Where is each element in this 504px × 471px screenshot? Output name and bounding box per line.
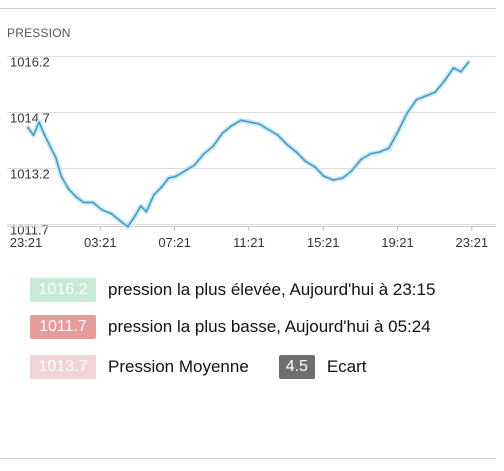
series-line	[27, 61, 470, 228]
data-point	[378, 151, 381, 153]
y-tick-label: 1016.2	[10, 55, 50, 70]
data-point	[313, 166, 316, 168]
spread-value-badge: 4.5	[278, 355, 315, 379]
average-value-badge: 1013.7	[30, 355, 96, 379]
high-label: pression la plus élevée, Aujourd'hui à 2…	[108, 280, 436, 299]
data-point	[467, 61, 470, 64]
data-point	[167, 177, 170, 180]
data-point	[75, 195, 77, 198]
spread-group: 4.5 Ecart	[278, 355, 367, 379]
x-tick-label: 07:21	[158, 235, 191, 250]
data-point	[127, 225, 129, 228]
data-point	[184, 169, 187, 172]
data-point	[286, 143, 288, 146]
data-point	[221, 132, 224, 135]
data-point	[434, 91, 436, 94]
data-point	[82, 201, 85, 204]
data-point	[54, 156, 57, 159]
stat-row-high: 1016.2 pression la plus élevée, Aujourd'…	[30, 278, 435, 302]
data-point	[160, 186, 163, 189]
data-point	[110, 212, 113, 215]
data-point	[27, 126, 29, 129]
chart-title: PRESSION	[7, 26, 71, 40]
data-point	[67, 188, 70, 191]
data-point	[332, 179, 335, 181]
data-point	[239, 119, 242, 122]
average-label: Pression Moyenne	[108, 357, 249, 376]
x-tick-label: 23:21	[456, 235, 489, 250]
top-divider	[0, 8, 496, 9]
data-point	[369, 153, 372, 155]
high-value-badge: 1016.2	[30, 278, 96, 302]
data-point	[119, 220, 122, 223]
bottom-divider	[0, 458, 496, 459]
x-tick-label: 15:21	[307, 235, 340, 250]
data-point	[202, 153, 205, 155]
data-point	[193, 164, 196, 167]
x-tick-label: 11:21	[233, 235, 265, 250]
data-point	[91, 201, 94, 204]
x-tick-label: 03:21	[84, 235, 117, 250]
data-point	[230, 125, 233, 127]
data-point	[460, 70, 462, 73]
low-label: pression la plus basse, Aujourd'hui à 05…	[108, 317, 431, 336]
data-point	[32, 134, 35, 137]
data-point	[258, 123, 261, 125]
x-tick-label: 19:21	[381, 235, 414, 250]
data-point	[212, 145, 214, 148]
low-value-badge: 1011.7	[30, 315, 96, 339]
data-point	[152, 194, 155, 196]
data-point	[424, 95, 427, 97]
data-point	[295, 151, 298, 153]
series-line-halo	[25, 59, 471, 230]
data-point	[350, 169, 353, 172]
data-point	[387, 147, 390, 150]
data-point	[406, 111, 409, 114]
x-tick-label: 23:21	[10, 235, 43, 250]
data-point	[267, 128, 270, 131]
data-point	[341, 177, 344, 180]
data-point	[249, 121, 251, 123]
data-point	[101, 209, 103, 211]
data-point	[397, 130, 399, 133]
spread-label: Ecart	[326, 357, 367, 376]
data-point	[323, 175, 325, 178]
data-point	[452, 67, 455, 69]
data-point	[43, 134, 46, 137]
data-point	[415, 98, 418, 101]
y-tick-label: 1014.7	[10, 111, 50, 126]
data-point	[49, 145, 52, 148]
stat-row-low: 1011.7 pression la plus basse, Aujourd'h…	[30, 315, 431, 339]
data-point	[38, 121, 40, 123]
data-point	[304, 160, 307, 163]
data-point	[145, 210, 148, 213]
data-point	[443, 80, 446, 82]
data-point	[360, 158, 362, 161]
data-point	[139, 205, 142, 208]
stat-row-average: 1013.7 Pression Moyenne 4.5 Ecart	[30, 355, 367, 379]
data-point	[276, 134, 279, 137]
y-tick-label: 1013.2	[10, 167, 50, 182]
data-point	[60, 175, 63, 178]
data-point	[134, 214, 137, 217]
data-point	[175, 175, 177, 178]
